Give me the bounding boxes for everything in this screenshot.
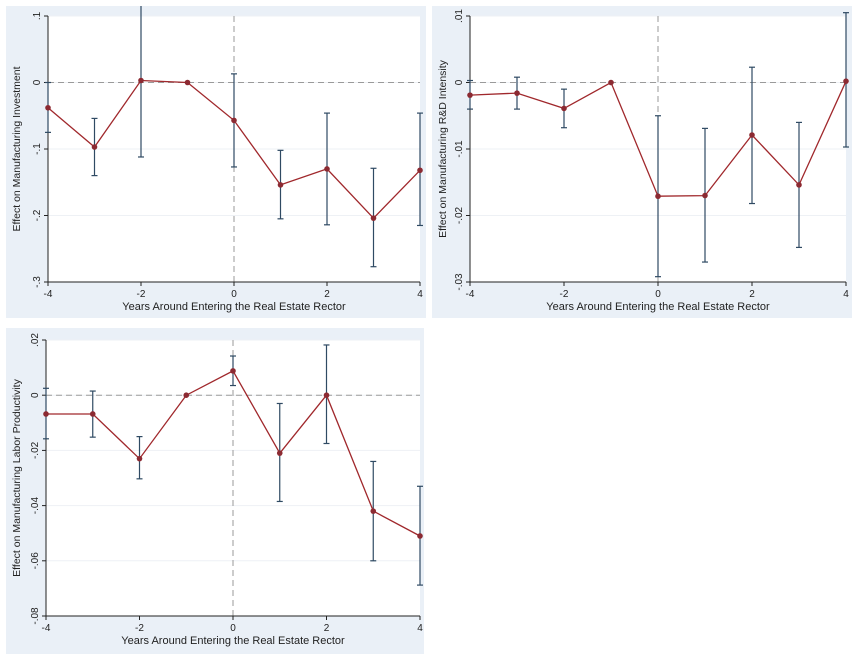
data-point — [467, 92, 473, 98]
data-point — [323, 392, 330, 398]
data-point — [45, 104, 51, 111]
y-tick-label: -.3 — [32, 276, 43, 288]
x-tick-label: 2 — [324, 289, 330, 300]
data-point — [417, 533, 423, 539]
chart-rd-intensity: -.03 -.02 -.01 0 .01 -4 -2 0 2 4 Years Around Ente… — [437, 9, 849, 313]
x-tick-label: -4 — [44, 289, 53, 300]
data-point — [370, 508, 377, 514]
y-axis-title: Effect on Manufacturing Investment — [11, 66, 23, 231]
y-axis-title: Effect on Manufacturing R&D Intensity — [437, 59, 449, 238]
chart-panel-labor-productivity: -.08 -.06 -.04 -.02 0 .02 -4 -2 0 2 4 Years Around … — [6, 328, 424, 654]
data-point — [138, 77, 144, 84]
data-point — [183, 392, 190, 398]
y-tick-label: -.08 — [30, 607, 41, 625]
data-point — [89, 411, 96, 417]
y-axis-title: Effect on Manufacturing Labor Productivi… — [11, 378, 23, 576]
data-point — [796, 182, 802, 188]
chart-investment: -.3 -.2 -.1 0 .1 -4 -2 0 2 4 Years Around Entering… — [11, 6, 423, 313]
data-point — [608, 79, 614, 86]
data-point — [136, 455, 143, 462]
x-tick-label: 2 — [749, 289, 755, 300]
data-point — [324, 166, 330, 172]
x-tick-label: 4 — [417, 623, 423, 634]
data-point — [514, 90, 520, 96]
data-point — [91, 144, 98, 150]
x-axis-title: Years Around Entering the Real Estate Re… — [122, 301, 346, 313]
y-tick-label: -.04 — [30, 497, 41, 515]
data-point — [702, 192, 708, 199]
y-tick-label: -.02 — [30, 441, 41, 459]
y-tick-label: .01 — [454, 9, 465, 23]
y-tick-label: .1 — [32, 11, 43, 20]
x-tick-label: -4 — [466, 289, 475, 300]
x-tick-label: 0 — [655, 289, 661, 300]
data-point — [655, 193, 661, 200]
x-tick-label: 0 — [230, 623, 236, 634]
x-tick-label: -2 — [137, 289, 146, 300]
y-tick-label: 0 — [30, 392, 41, 398]
y-tick-label: -.03 — [454, 273, 465, 291]
chart-panel-investment: -.3 -.2 -.1 0 .1 -4 -2 0 2 4 Years Around Entering… — [6, 6, 426, 318]
x-axis-title: Years Around Entering the Real Estate Re… — [546, 301, 770, 313]
data-point — [277, 182, 284, 188]
y-tick-label: 0 — [32, 79, 43, 85]
y-tick-label: 0 — [454, 79, 465, 85]
x-tick-label: 2 — [324, 623, 330, 634]
y-tick-label: -.02 — [454, 206, 465, 224]
y-tick-label: -.06 — [30, 552, 41, 570]
data-point — [276, 450, 283, 456]
x-tick-label: -2 — [135, 623, 144, 634]
data-point — [230, 368, 236, 374]
data-point — [370, 215, 377, 221]
data-point — [417, 167, 423, 174]
y-tick-label: -.1 — [32, 143, 43, 155]
y-tick-label: .02 — [30, 333, 41, 347]
y-tick-label: -.2 — [32, 209, 43, 221]
data-point — [184, 79, 191, 86]
x-tick-label: -2 — [560, 289, 569, 300]
x-tick-label: 0 — [231, 289, 237, 300]
data-point — [843, 78, 849, 84]
x-tick-label: 4 — [843, 289, 849, 300]
chart-panel-rd-intensity: -.03 -.02 -.01 0 .01 -4 -2 0 2 4 Years Around Ente… — [432, 6, 852, 318]
data-point — [43, 411, 49, 417]
chart-labor-productivity: -.08 -.06 -.04 -.02 0 .02 -4 -2 0 2 4 Years Around … — [11, 333, 423, 647]
y-tick-label: -.01 — [454, 140, 465, 158]
x-tick-label: -4 — [42, 623, 51, 634]
data-point — [231, 117, 237, 124]
data-point — [749, 132, 755, 138]
data-point — [561, 105, 567, 112]
x-axis-title: Years Around Entering the Real Estate Re… — [121, 635, 345, 647]
x-tick-label: 4 — [417, 289, 423, 300]
